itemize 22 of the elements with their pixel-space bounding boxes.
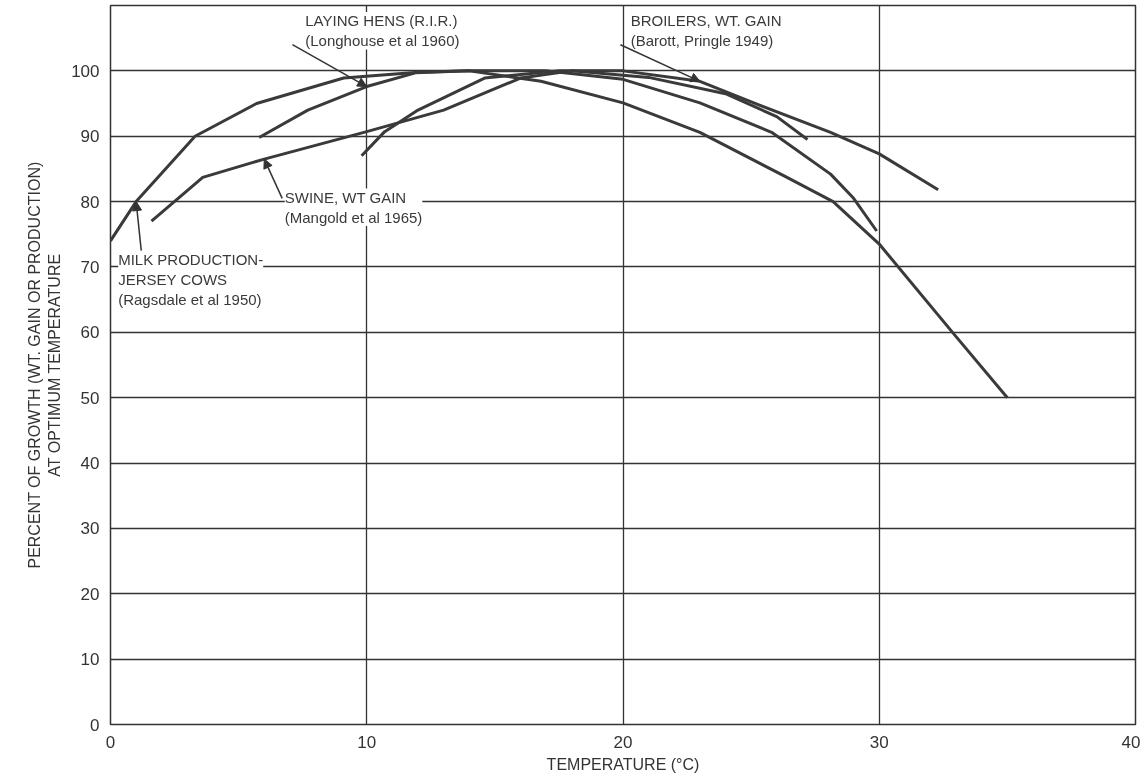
x-tick-label: 30: [869, 732, 889, 752]
x-tick-label: 20: [613, 732, 633, 752]
y-tick-label: 50: [80, 388, 100, 408]
x-tick-label: 40: [1121, 732, 1141, 752]
y-axis-title: PERCENT OF GROWTH (WT. GAIN OR PRODUCTION) AT OPTIMUM TEMPERATURE: [25, 161, 64, 569]
series-label: BROILERS, WT. GAIN (Barott, Pringle 1949): [630, 12, 782, 50]
y-tick-label: 10: [80, 650, 100, 670]
x-tick-label: 10: [357, 732, 377, 752]
series-label: MILK PRODUCTION- JERSEY COWS (Ragsdale et al 1950): [118, 250, 264, 309]
y-tick-label: 80: [80, 192, 100, 212]
y-tick-label: 90: [80, 127, 100, 147]
x-axis-title: TEMPERATURE (°C): [546, 755, 700, 773]
y-tick-label: 30: [80, 519, 100, 539]
y-tick-label: 0: [90, 715, 100, 735]
y-tick-label: 60: [80, 323, 100, 343]
y-tick-label: 100: [71, 61, 100, 81]
text: SWINE, WT GAIN (Mangold et al 1965): [284, 188, 423, 226]
series-label: LAYING HENS (R.I.R.) (Longhouse et al 1960): [305, 12, 460, 50]
y-tick-label: 40: [80, 454, 100, 474]
y-tick-label: 70: [80, 257, 100, 277]
y-tick-label: 20: [80, 584, 100, 604]
x-tick-label: 0: [105, 732, 116, 752]
